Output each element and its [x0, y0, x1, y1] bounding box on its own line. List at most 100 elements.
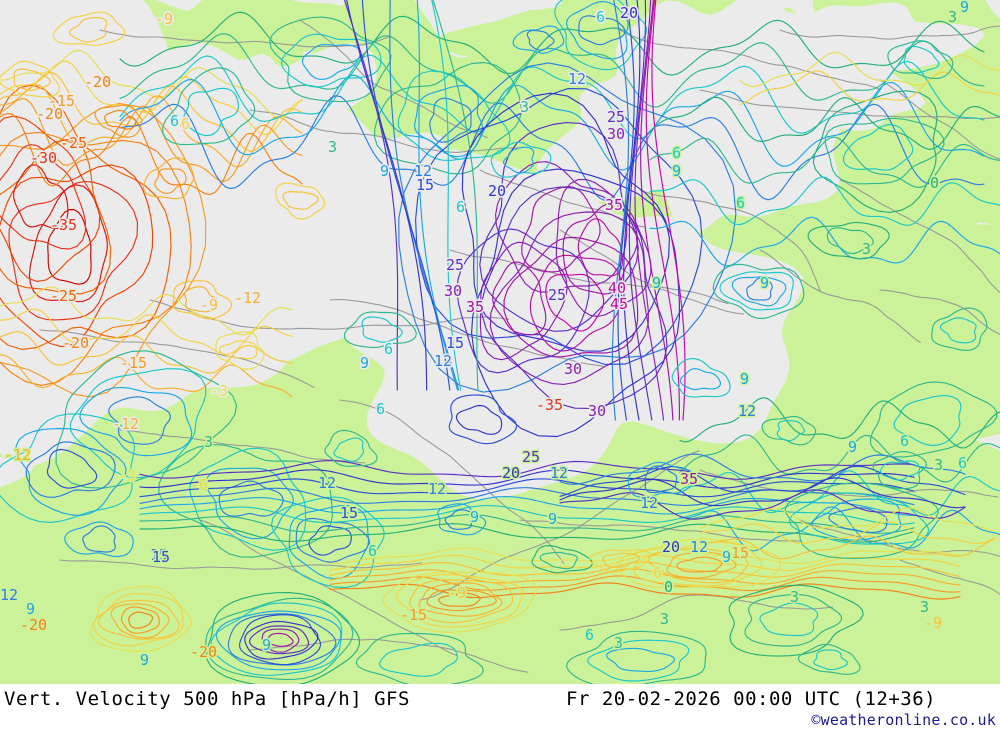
contour-value-label: 20: [488, 182, 506, 200]
contour-line: [559, 477, 966, 509]
negative-region: [111, 42, 377, 220]
contour-line: [628, 0, 653, 421]
contour-label-halo: 20: [502, 464, 520, 482]
contour-label-halo: 20: [620, 4, 638, 22]
contour-label-halo: 6: [736, 194, 745, 212]
contour-line: [512, 25, 565, 54]
contour-line: [502, 146, 535, 174]
contour-line: [261, 628, 300, 653]
contour-line: [139, 460, 915, 480]
contour-label-halo: -6: [190, 476, 208, 494]
contour-line: [554, 0, 648, 71]
contour-line: [329, 554, 961, 571]
contour-line: [52, 11, 126, 46]
contour-label-halo: 9: [652, 274, 661, 292]
contour-value-label: 35: [466, 298, 484, 316]
contour-label-halo: -15: [120, 354, 147, 372]
coastline: [249, 638, 529, 673]
contour-line: [275, 182, 326, 220]
contour-value-label: 25: [446, 256, 464, 274]
contour-value-label: 25: [607, 108, 625, 126]
contour-line: [389, 0, 460, 391]
contour-line: [649, 136, 1000, 188]
contour-value-label: 45: [610, 295, 628, 313]
contour-line: [215, 610, 342, 671]
contour-label-halo: 9: [960, 0, 969, 16]
map-canvas[interactable]: -9 -9 -20 -20 -25 -25 -30 -30 -15 -15 -20 -20 -35 -35…: [0, 0, 1000, 684]
contour-value-label: 15: [152, 548, 170, 566]
contour-line: [893, 395, 962, 447]
contour-line: [0, 112, 303, 196]
contour-line: [939, 317, 977, 344]
contour-line: [0, 49, 303, 118]
contour-line: [0, 98, 303, 183]
contour-value-label: 12: [434, 352, 452, 370]
contour-value-label: 15: [340, 504, 358, 522]
contour-line: [346, 0, 428, 391]
coastline: [119, 429, 366, 464]
contour-label-halo: 35: [680, 470, 698, 488]
contour-label-halo: -25: [50, 287, 77, 305]
contour-label-halo: -35: [50, 216, 77, 234]
contour-line: [69, 368, 207, 479]
contour-label-halo: -3: [210, 382, 228, 400]
coastline: [879, 289, 1000, 336]
contour-line: [671, 358, 731, 398]
coastline: [619, 29, 881, 91]
contour-value-label: -12: [234, 289, 261, 307]
contour-line: [119, 33, 985, 108]
contour-line: [329, 568, 961, 586]
contour-label-halo: 3: [614, 634, 623, 652]
contour-value-label: 0: [930, 174, 939, 192]
contour-line: [15, 427, 127, 516]
contour-line: [448, 394, 518, 445]
contour-line: [0, 139, 172, 350]
contour-label-halo: 6: [900, 432, 909, 450]
contour-line: [479, 122, 639, 332]
contour-label-layer: -9-9-20-20-25-25-30-30-15-15-20-20-35-35…: [0, 0, 971, 671]
contour-line: [120, 606, 160, 634]
contour-line: [288, 505, 370, 580]
contour-line: [811, 498, 902, 541]
contour-line: [355, 632, 484, 684]
contour-line: [627, 461, 698, 498]
contour-line: [559, 489, 966, 520]
contour-line: [139, 514, 915, 534]
contour-line: [0, 286, 293, 336]
contour-line: [119, 95, 985, 201]
contour-line: [373, 61, 522, 175]
contour-label-halo: 9: [262, 636, 271, 654]
contour-value-label: -9: [448, 584, 466, 602]
contour-label-halo: 12: [550, 464, 568, 482]
contour-label-halo: 30: [564, 360, 582, 378]
contour-value-label: 15: [446, 334, 464, 352]
contour-value-label: -20: [84, 73, 111, 91]
contour-label-halo: -9: [155, 10, 173, 28]
contour-line: [343, 0, 399, 391]
contour-value-label: 9: [672, 162, 681, 180]
contour-value-label: 3: [948, 8, 957, 26]
contour-line: [903, 45, 940, 74]
contour-value-label: 9: [26, 600, 35, 618]
contour-line: [797, 643, 861, 675]
contour-line: [82, 525, 116, 553]
contour-line: [94, 104, 143, 138]
contour-line: [218, 340, 257, 360]
contour-value-label: 12: [0, 586, 18, 604]
contour-value-label: 12: [550, 464, 568, 482]
contour-label-halo: 9: [470, 508, 479, 526]
contour-line: [634, 0, 665, 421]
contour-line: [578, 15, 626, 46]
contour-value-label: 9: [548, 510, 557, 528]
contour-line: [489, 211, 649, 385]
contour-line: [759, 602, 819, 637]
contour-value-label: -20: [190, 643, 217, 661]
contour-line: [438, 592, 481, 607]
contour-label-halo: 9: [380, 162, 389, 180]
contour-line: [119, 54, 985, 140]
contour-line: [189, 447, 307, 551]
contour-line: [239, 614, 322, 666]
contour-value-label: 30: [588, 402, 606, 420]
contour-value-label: 6: [672, 144, 681, 162]
